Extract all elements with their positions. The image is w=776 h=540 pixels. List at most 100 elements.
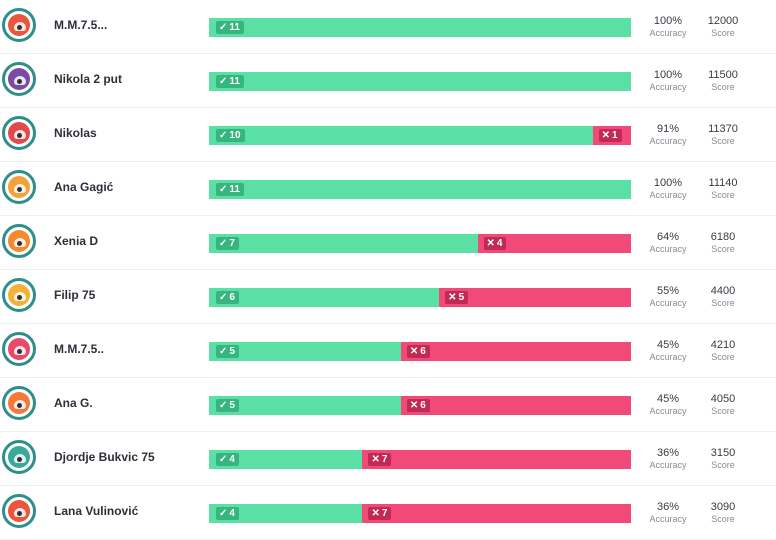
leaderboard-row: Lana Vulinović ✓ 4 ✕ 7 36% Accuracy 3090 Sco… (0, 486, 776, 540)
score-label: Score (711, 406, 735, 416)
incorrect-count: 4 (496, 238, 503, 249)
correct-badge: ✓ 4 (216, 507, 239, 520)
result-bar: ✓ 10 ✕ 1 (209, 126, 631, 145)
correct-count: 11 (229, 76, 240, 87)
correct-badge: ✓ 7 (216, 237, 239, 250)
accuracy-label: Accuracy (649, 460, 687, 470)
accuracy-label: Accuracy (649, 28, 687, 38)
player-name: M.M.7.5.. (54, 342, 105, 356)
check-icon: ✓ (219, 346, 228, 357)
robot-avatar-icon (2, 8, 36, 42)
score-stat: 4210 Score (698, 339, 748, 363)
score-stat: 4050 Score (698, 393, 748, 417)
correct-count: 4 (229, 508, 235, 519)
pizza-avatar-icon (2, 224, 36, 258)
accuracy-stat: 91% Accuracy (643, 123, 693, 147)
incorrect-segment: ✕ 4 (477, 234, 631, 253)
score-label: Score (711, 244, 735, 254)
check-icon: ✓ (219, 292, 228, 303)
correct-segment: ✓ 6 (209, 288, 440, 307)
incorrect-segment: ✕ 7 (362, 450, 631, 469)
incorrect-segment: ✕ 6 (400, 342, 631, 361)
result-bar: ✓ 6 ✕ 5 (209, 288, 631, 307)
score-stat: 6180 Score (698, 231, 748, 255)
incorrect-count: 7 (381, 454, 388, 465)
incorrect-badge: ✕ 7 (368, 453, 392, 466)
accuracy-label: Accuracy (649, 298, 687, 308)
score-value: 3090 (710, 501, 736, 513)
result-bar: ✓ 5 ✕ 6 (209, 396, 631, 415)
accuracy-stat: 36% Accuracy (643, 501, 693, 525)
correct-segment: ✓ 11 (209, 180, 631, 199)
cross-icon: ✕ (371, 454, 380, 465)
accuracy-label: Accuracy (649, 406, 687, 416)
check-icon: ✓ (219, 130, 228, 141)
incorrect-count: 1 (612, 130, 618, 141)
incorrect-badge: ✕ 7 (368, 507, 392, 520)
score-value: 3150 (710, 447, 736, 459)
result-bar: ✓ 4 ✕ 7 (209, 450, 631, 469)
accuracy-label: Accuracy (649, 244, 687, 254)
cross-icon: ✕ (409, 400, 419, 411)
player-name: Xenia D (54, 234, 99, 248)
score-value: 6180 (710, 231, 736, 243)
bus-avatar-icon (2, 170, 36, 204)
correct-badge: ✓ 5 (216, 399, 239, 412)
cross-icon: ✕ (601, 130, 611, 141)
accuracy-value: 91% (656, 123, 680, 135)
monster-avatar-icon (2, 116, 36, 150)
correct-segment: ✓ 11 (209, 72, 631, 91)
score-label: Score (711, 136, 735, 146)
correct-count: 4 (229, 454, 235, 465)
score-value: 4210 (710, 339, 736, 351)
player-name: Filip 75 (54, 288, 96, 302)
accuracy-stat: 100% Accuracy (643, 15, 693, 39)
incorrect-count: 5 (458, 292, 465, 303)
accuracy-label: Accuracy (649, 136, 687, 146)
check-icon: ✓ (219, 454, 228, 465)
incorrect-badge: ✕ 4 (483, 237, 507, 250)
score-value: 11140 (708, 177, 738, 189)
check-icon: ✓ (219, 76, 228, 87)
monster-avatar-icon (2, 62, 36, 96)
result-bar: ✓ 11 (209, 72, 631, 91)
score-value: 11370 (708, 123, 738, 135)
accuracy-value: 100% (653, 177, 683, 189)
accuracy-value: 100% (653, 15, 683, 27)
correct-segment: ✓ 4 (209, 504, 363, 523)
correct-badge: ✓ 10 (216, 129, 245, 142)
accuracy-stat: 100% Accuracy (643, 177, 693, 201)
score-stat: 11500 Score (698, 69, 748, 93)
cross-icon: ✕ (409, 346, 419, 357)
accuracy-stat: 45% Accuracy (643, 393, 693, 417)
correct-segment: ✓ 4 (209, 450, 363, 469)
score-stat: 3090 Score (698, 501, 748, 525)
leaderboard-row: Filip 75 ✓ 6 ✕ 5 55% Accuracy 4400 Score (0, 270, 776, 324)
accuracy-stat: 64% Accuracy (643, 231, 693, 255)
correct-segment: ✓ 11 (209, 18, 631, 37)
player-name: Ana G. (54, 396, 93, 410)
robot-avatar-icon (2, 494, 36, 528)
correct-badge: ✓ 5 (216, 345, 239, 358)
accuracy-value: 64% (656, 231, 680, 243)
player-name: M.M.7.5... (54, 18, 108, 32)
check-icon: ✓ (219, 184, 228, 195)
score-label: Score (711, 460, 735, 470)
score-stat: 11370 Score (698, 123, 748, 147)
score-label: Score (711, 28, 735, 38)
incorrect-segment: ✕ 1 (592, 126, 631, 145)
incorrect-count: 7 (381, 508, 388, 519)
accuracy-label: Accuracy (649, 514, 687, 524)
accuracy-value: 36% (656, 501, 680, 513)
correct-badge: ✓ 11 (216, 75, 244, 88)
correct-count: 10 (229, 130, 241, 141)
score-label: Score (711, 298, 735, 308)
incorrect-badge: ✕ 6 (406, 399, 430, 412)
accuracy-value: 45% (656, 393, 680, 405)
leaderboard-row: Xenia D ✓ 7 ✕ 4 64% Accuracy 6180 Score (0, 216, 776, 270)
correct-badge: ✓ 11 (216, 183, 244, 196)
correct-count: 7 (229, 238, 235, 249)
leaderboard-row: Ana Gagić ✓ 11 100% Accuracy 11140 Score (0, 162, 776, 216)
accuracy-label: Accuracy (649, 82, 687, 92)
